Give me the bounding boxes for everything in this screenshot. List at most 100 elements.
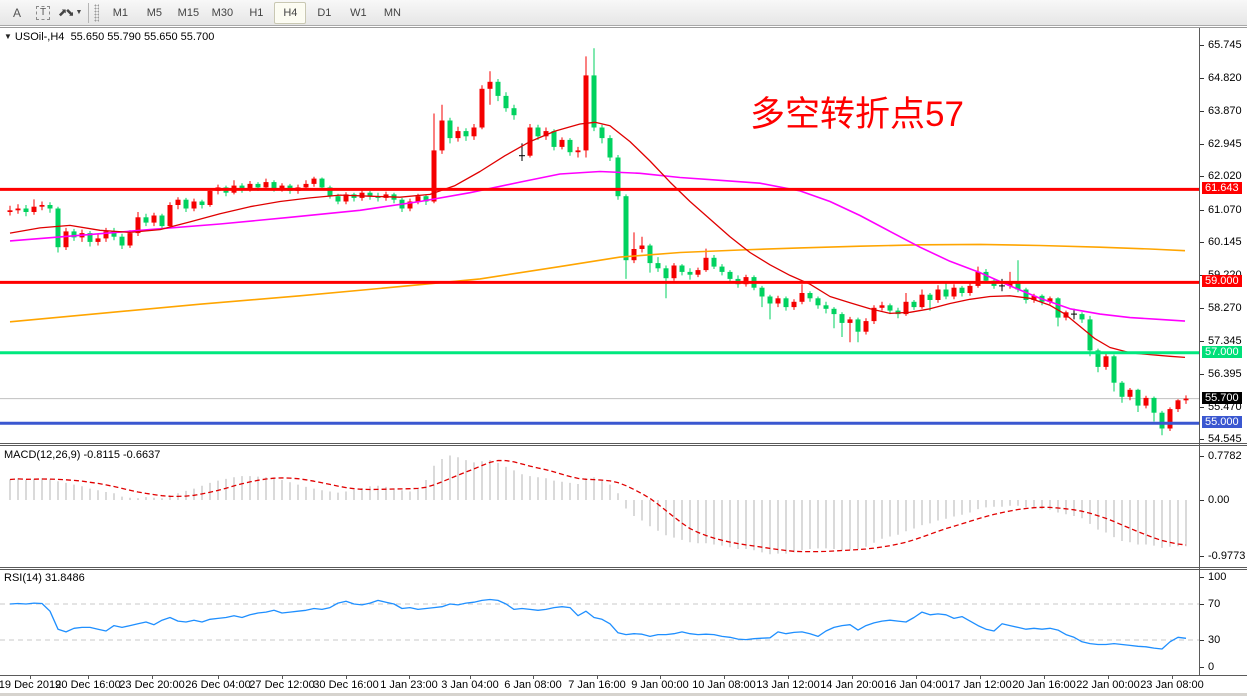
- arrows-tool-button[interactable]: ⬈⬊ ▼: [57, 2, 83, 24]
- rsi-indicator-chart[interactable]: [0, 570, 1200, 675]
- time-label: 23 Jan 08:00: [1140, 679, 1204, 691]
- candle-bullish: [1103, 356, 1109, 367]
- time-axis[interactable]: 19 Dec 2019 20 Dec 16:00 23 Dec 20:00 26 De…: [0, 676, 1247, 696]
- price-tick: [1200, 209, 1204, 211]
- rsi-label: 0: [1208, 661, 1215, 673]
- collapse-triangle-icon[interactable]: ▼: [4, 32, 12, 41]
- timeframe-d1[interactable]: D1: [317, 6, 332, 19]
- candle-bearish: [887, 305, 893, 311]
- rsi-label: 100: [1208, 571, 1227, 583]
- timeframe-w1[interactable]: W1: [350, 6, 367, 19]
- rsi-tick: [1200, 577, 1204, 578]
- panel-splitter-rsi[interactable]: [0, 567, 1247, 570]
- candle-bearish: [1159, 412, 1165, 429]
- candle-bullish: [127, 233, 133, 246]
- timeframe-m30[interactable]: M30: [211, 6, 234, 19]
- time-label: 13 Jan 12:00: [756, 679, 820, 691]
- candle-bullish: [967, 285, 973, 293]
- price-axis[interactable]: 65.745 64.820 63.870 62.945 62.020 61.070 60.1…: [1200, 28, 1247, 675]
- time-label: 6 Jan 08:00: [504, 679, 562, 691]
- level-badge-61.643: 61.643: [1202, 182, 1242, 195]
- rsi-label: RSI(14) 31.8486: [4, 572, 85, 584]
- candle-bullish: [1127, 389, 1133, 397]
- time-label: 23 Dec 20:00: [119, 679, 185, 691]
- candle-bearish: [663, 268, 669, 279]
- timeframe-mn[interactable]: MN: [383, 6, 401, 19]
- candle-bearish: [1135, 389, 1141, 406]
- candle-bearish: [1095, 350, 1101, 367]
- candle-bullish: [543, 131, 549, 137]
- candle-bullish: [1047, 298, 1053, 302]
- candle-bearish: [959, 287, 965, 293]
- price-tick: [1200, 374, 1204, 376]
- candle-bullish: [775, 298, 781, 304]
- candle-bearish: [591, 75, 597, 128]
- text-label-button[interactable]: T: [31, 2, 55, 24]
- candle-bullish: [7, 210, 13, 212]
- candle-bullish: [167, 205, 173, 227]
- candle-bearish: [807, 293, 813, 299]
- candle-bullish: [15, 208, 21, 211]
- candle-bearish: [767, 296, 773, 304]
- candle-bullish: [207, 190, 213, 205]
- price-label: 55.470: [1208, 400, 1242, 413]
- candle-bearish: [567, 139, 573, 153]
- candle-bearish: [23, 208, 29, 212]
- candle-bearish: [655, 263, 661, 269]
- candle-bullish: [559, 139, 565, 147]
- timeframe-h4-active[interactable]: H4: [274, 1, 307, 24]
- candle-bearish: [711, 257, 717, 267]
- candle-bullish: [303, 183, 309, 188]
- price-label: 62.020: [1208, 170, 1242, 183]
- main-price-chart[interactable]: [0, 28, 1200, 443]
- candle-bearish: [119, 236, 125, 246]
- annotate-button-label: A: [12, 5, 21, 20]
- toolbar-drag-handle[interactable]: [94, 3, 100, 22]
- rsi-tick: [1200, 667, 1204, 668]
- candle-bullish: [1183, 398, 1189, 401]
- price-label: 61.070: [1208, 203, 1242, 216]
- time-tick: [852, 676, 853, 679]
- candle-bullish: [175, 199, 181, 205]
- ma-fast-line: [9, 121, 1186, 359]
- time-label: 22 Jan 00:00: [1076, 679, 1140, 691]
- candle-bearish: [335, 196, 341, 202]
- candle-bullish: [903, 301, 909, 315]
- candle-bearish: [1151, 397, 1157, 413]
- price-tick: [1200, 176, 1204, 178]
- time-tick: [346, 676, 347, 679]
- timeframe-m15[interactable]: M15: [177, 6, 200, 19]
- candle-bearish: [783, 298, 789, 308]
- time-tick: [30, 676, 31, 679]
- candle-bearish: [255, 183, 261, 188]
- candle-bullish: [631, 249, 637, 261]
- candle-bearish: [503, 95, 509, 109]
- time-tick: [409, 676, 410, 679]
- panel-splitter-macd[interactable]: [0, 443, 1247, 446]
- time-label: 26 Dec 04:00: [185, 679, 251, 691]
- candle-bullish: [247, 183, 253, 190]
- macd-indicator-chart[interactable]: [0, 446, 1200, 567]
- timeframe-h1[interactable]: H1: [249, 6, 264, 19]
- timeframe-m1[interactable]: M1: [112, 6, 129, 19]
- time-tick: [660, 676, 661, 679]
- price-tick: [1200, 274, 1204, 276]
- candle-bullish: [879, 305, 885, 308]
- price-tick: [1200, 77, 1204, 79]
- timeframe-m5[interactable]: M5: [146, 6, 163, 19]
- candle-bearish: [839, 314, 845, 323]
- level-badge-57.000: 57.000: [1202, 345, 1242, 358]
- annotate-button[interactable]: A: [5, 2, 29, 24]
- candle-bullish: [975, 271, 981, 286]
- candle-bullish: [431, 150, 437, 202]
- candle-bullish: [743, 277, 749, 285]
- toolbar-separator: [88, 2, 90, 23]
- price-label: 62.945: [1208, 137, 1242, 150]
- time-tick: [724, 676, 725, 679]
- window-edge: [0, 693, 1247, 696]
- candle-bullish: [1175, 400, 1181, 410]
- candle-bearish: [367, 192, 373, 197]
- candle-bullish: [311, 178, 317, 184]
- text-tool-icon: T: [35, 5, 51, 20]
